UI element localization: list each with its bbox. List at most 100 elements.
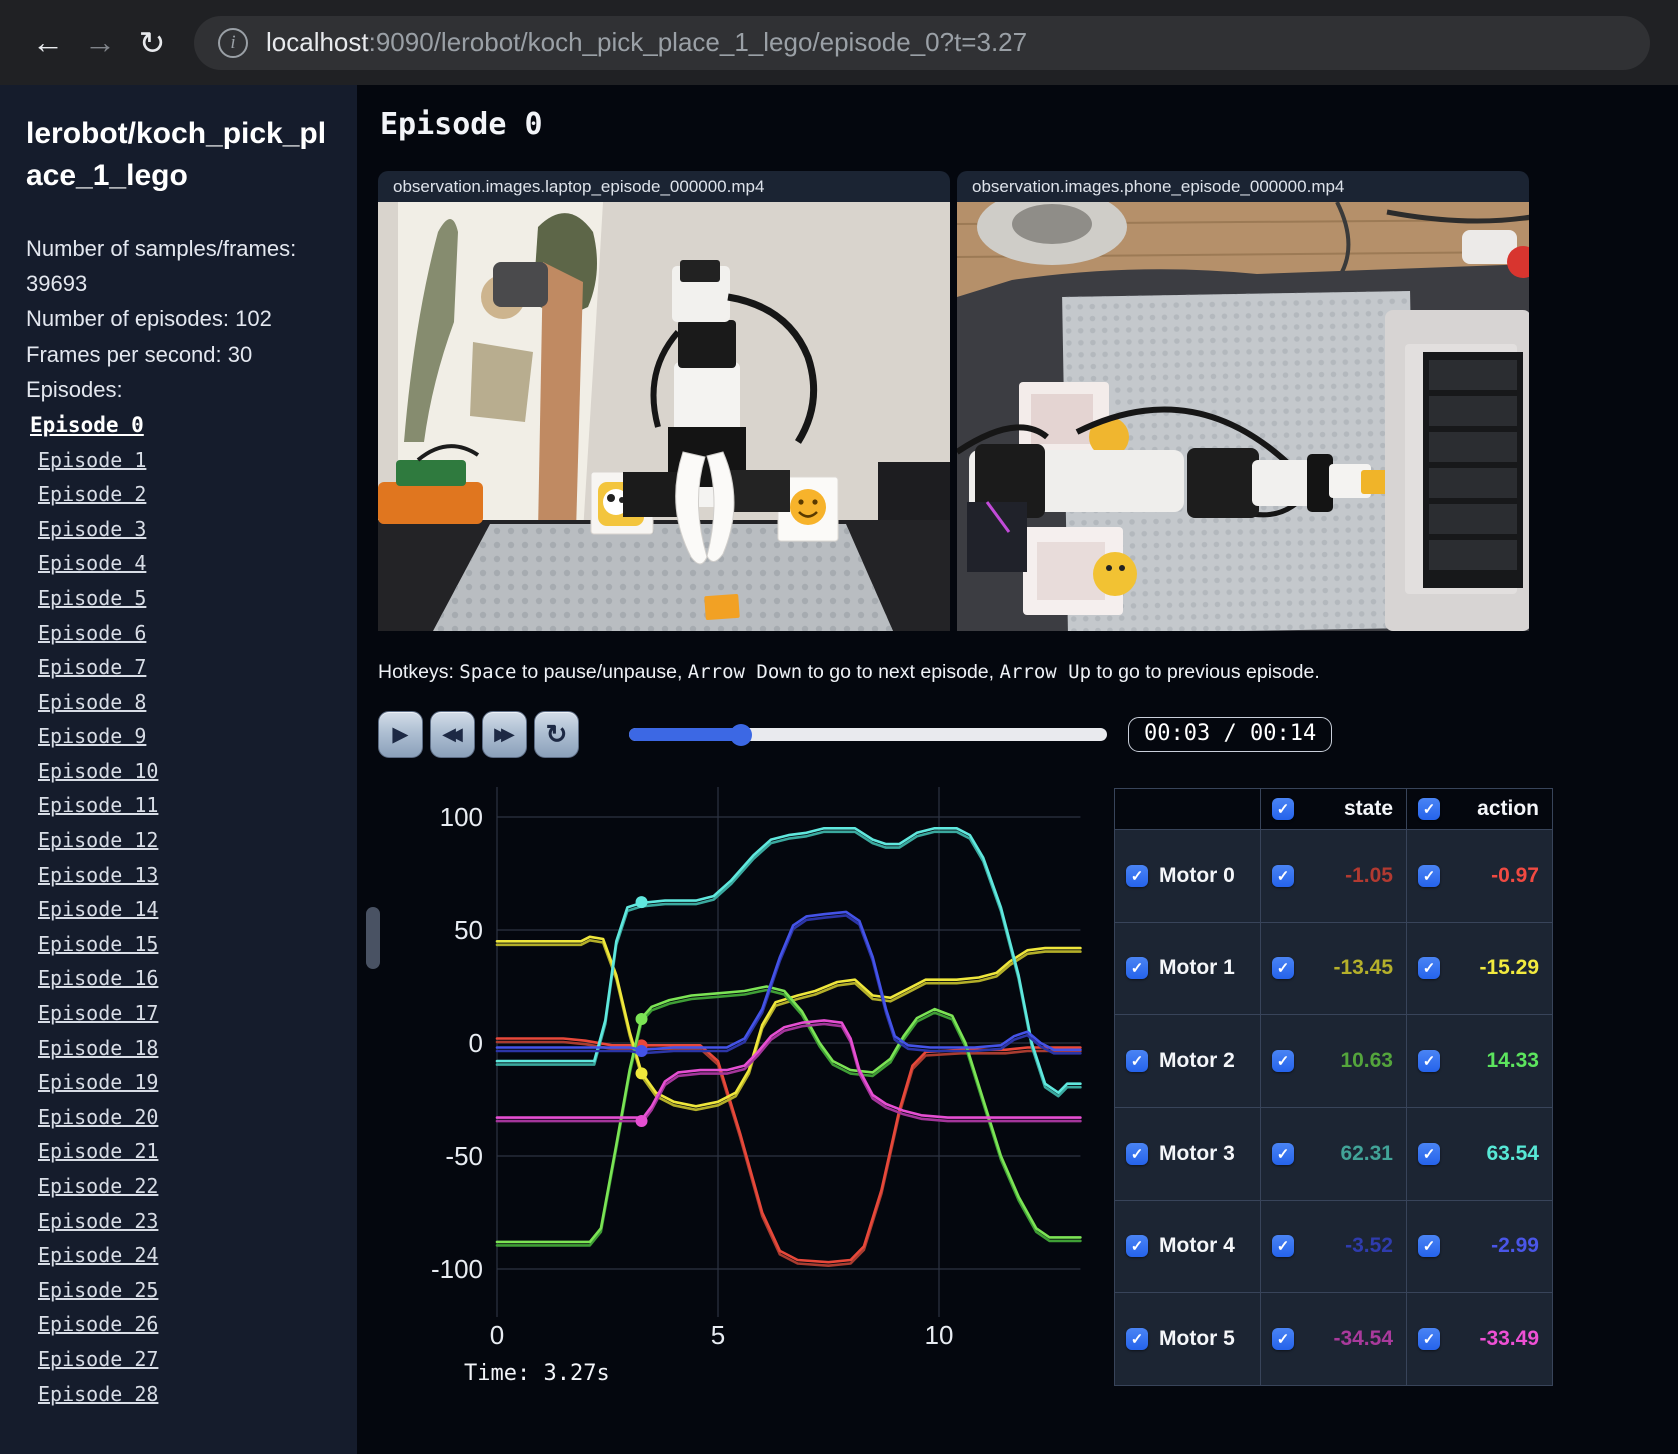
episode-link-12[interactable]: Episode 12 — [38, 828, 159, 853]
episode-link-17[interactable]: Episode 17 — [38, 1001, 159, 1026]
checkbox[interactable]: ✓ — [1272, 797, 1294, 820]
forward-icon[interactable]: → — [84, 24, 116, 60]
url-text[interactable]: localhost:9090/lerobot/koch_pick_place_1… — [266, 27, 1027, 58]
motor-action-cell: ✓ -2.99 — [1406, 1199, 1553, 1294]
episode-link-3[interactable]: Episode 3 — [38, 516, 147, 541]
playback-controls: ▶ ◀◀ ▶▶ ↻ 00:03 / 00:14 — [378, 711, 1678, 758]
motor-label-cell: ✓ Motor 5 — [1114, 1292, 1261, 1386]
table-corner-cell — [1114, 788, 1261, 830]
checkbox[interactable]: ✓ — [1126, 1235, 1148, 1258]
episode-link-23[interactable]: Episode 23 — [38, 1208, 159, 1233]
checkbox[interactable]: ✓ — [1272, 1142, 1294, 1165]
back-icon[interactable]: ← — [32, 24, 64, 60]
checkbox[interactable]: ✓ — [1126, 1050, 1148, 1073]
checkbox[interactable]: ✓ — [1126, 1328, 1148, 1351]
checkbox[interactable]: ✓ — [1126, 864, 1148, 887]
checkbox[interactable]: ✓ — [1418, 1050, 1440, 1073]
episode-link-27[interactable]: Episode 27 — [38, 1346, 159, 1371]
x-tick-label: 0 — [490, 1320, 504, 1350]
video-laptop-title: observation.images.laptop_episode_000000… — [378, 171, 950, 202]
seek-slider[interactable] — [629, 723, 1107, 746]
checkbox[interactable]: ✓ — [1418, 1235, 1440, 1258]
fast-forward-button[interactable]: ▶▶ — [482, 711, 527, 758]
episode-list-item: Episode 18 — [26, 1032, 333, 1067]
episode-link-7[interactable]: Episode 7 — [38, 655, 147, 680]
checkbox[interactable]: ✓ — [1272, 1235, 1294, 1258]
checkbox[interactable]: ✓ — [1418, 1328, 1440, 1351]
play-button[interactable]: ▶ — [378, 711, 423, 758]
episode-list-item: Episode 25 — [26, 1274, 333, 1309]
episode-list-item: Episode 23 — [26, 1205, 333, 1240]
episode-list-item: Episode 15 — [26, 928, 333, 963]
site-info-icon[interactable]: i — [218, 27, 248, 58]
checkbox[interactable]: ✓ — [1126, 957, 1148, 980]
episode-list-item: Episode 14 — [26, 893, 333, 928]
episode-link-2[interactable]: Episode 2 — [38, 482, 147, 507]
episode-link-28[interactable]: Episode 28 — [38, 1381, 159, 1406]
episode-link-11[interactable]: Episode 11 — [38, 793, 159, 818]
state-line-motor-5 — [495, 1022, 1082, 1125]
action-header-label: action — [1477, 796, 1539, 820]
episode-link-16[interactable]: Episode 16 — [38, 966, 159, 991]
episode-link-15[interactable]: Episode 15 — [38, 931, 159, 956]
episode-list-item: Episode 2 — [26, 478, 333, 513]
rewind-button[interactable]: ◀◀ — [430, 711, 475, 758]
current-time-marker-motor-5 — [635, 1115, 648, 1128]
episode-link-24[interactable]: Episode 24 — [38, 1243, 159, 1268]
checkbox[interactable]: ✓ — [1126, 1142, 1148, 1165]
motor-label-cell: ✓ Motor 0 — [1114, 828, 1261, 923]
episode-list-item: Episode 1 — [26, 444, 333, 479]
checkbox[interactable]: ✓ — [1272, 1050, 1294, 1073]
browser-toolbar: ← → ↻ i localhost:9090/lerobot/koch_pick… — [0, 0, 1678, 85]
current-time-marker-motor-1 — [635, 1067, 648, 1080]
checkbox[interactable]: ✓ — [1418, 797, 1440, 820]
video-phone: observation.images.phone_episode_000000.… — [957, 171, 1529, 631]
checkbox[interactable]: ✓ — [1418, 864, 1440, 887]
video-laptop-frame[interactable] — [378, 202, 950, 631]
motor-table: ✓ state ✓ action ✓ Motor 0 ✓ -1.05 ✓ -0.97 ✓ Motor … — [1114, 788, 1553, 1386]
checkbox[interactable]: ✓ — [1272, 1328, 1294, 1351]
episode-link-19[interactable]: Episode 19 — [38, 1070, 159, 1095]
episode-link-22[interactable]: Episode 22 — [38, 1174, 159, 1198]
motor-chart[interactable]: 100 50 0 -50 -100 0 5 10 Time: 3.27s — [378, 772, 1094, 1386]
episode-link-1[interactable]: Episode 1 — [38, 447, 147, 472]
reload-icon[interactable]: ↻ — [138, 24, 166, 61]
checkbox[interactable]: ✓ — [1418, 957, 1440, 980]
motor-state-value: 62.31 — [1340, 1141, 1393, 1165]
episode-link-10[interactable]: Episode 10 — [38, 758, 159, 783]
episode-link-20[interactable]: Episode 20 — [38, 1104, 159, 1129]
episode-link-0[interactable]: Episode 0 — [30, 412, 144, 437]
episode-list-item: Episode 24 — [26, 1239, 333, 1274]
seek-slider-fill — [629, 728, 741, 741]
checkbox[interactable]: ✓ — [1272, 864, 1294, 887]
motor-row-4: ✓ Motor 4 ✓ -3.52 ✓ -2.99 — [1114, 1199, 1553, 1294]
episode-link-26[interactable]: Episode 26 — [38, 1312, 159, 1337]
episode-list-item: Episode 16 — [26, 962, 333, 997]
episode-link-5[interactable]: Episode 5 — [38, 585, 147, 610]
fast-forward-icon: ▶▶ — [494, 724, 515, 744]
video-phone-title: observation.images.phone_episode_000000.… — [957, 171, 1529, 202]
episode-link-4[interactable]: Episode 4 — [38, 551, 147, 576]
episode-link-13[interactable]: Episode 13 — [38, 862, 159, 887]
loop-button[interactable]: ↻ — [534, 711, 579, 758]
episode-link-25[interactable]: Episode 25 — [38, 1277, 159, 1302]
address-bar[interactable]: i localhost:9090/lerobot/koch_pick_place… — [194, 15, 1650, 70]
scrollbar-thumb[interactable] — [366, 907, 380, 969]
episode-link-21[interactable]: Episode 21 — [38, 1139, 159, 1164]
play-icon: ▶ — [392, 723, 409, 746]
motor-action-cell: ✓ -15.29 — [1406, 921, 1553, 1016]
checkbox[interactable]: ✓ — [1272, 957, 1294, 980]
hotkey-key: Arrow Up — [999, 661, 1092, 683]
episode-link-9[interactable]: Episode 9 — [38, 724, 147, 749]
episode-link-14[interactable]: Episode 14 — [38, 897, 159, 922]
current-time-marker-motor-2 — [635, 1012, 648, 1025]
checkbox[interactable]: ✓ — [1418, 1142, 1440, 1165]
seek-slider-thumb[interactable] — [729, 723, 752, 746]
episode-link-18[interactable]: Episode 18 — [38, 1035, 159, 1060]
episode-link-8[interactable]: Episode 8 — [38, 689, 147, 714]
video-phone-frame[interactable] — [957, 202, 1529, 631]
episode-link-6[interactable]: Episode 6 — [38, 620, 147, 645]
episode-list-item: Episode 20 — [26, 1101, 333, 1136]
episode-list-item: Episode 10 — [26, 755, 333, 790]
episode-list-item: Episode 21 — [26, 1135, 333, 1170]
